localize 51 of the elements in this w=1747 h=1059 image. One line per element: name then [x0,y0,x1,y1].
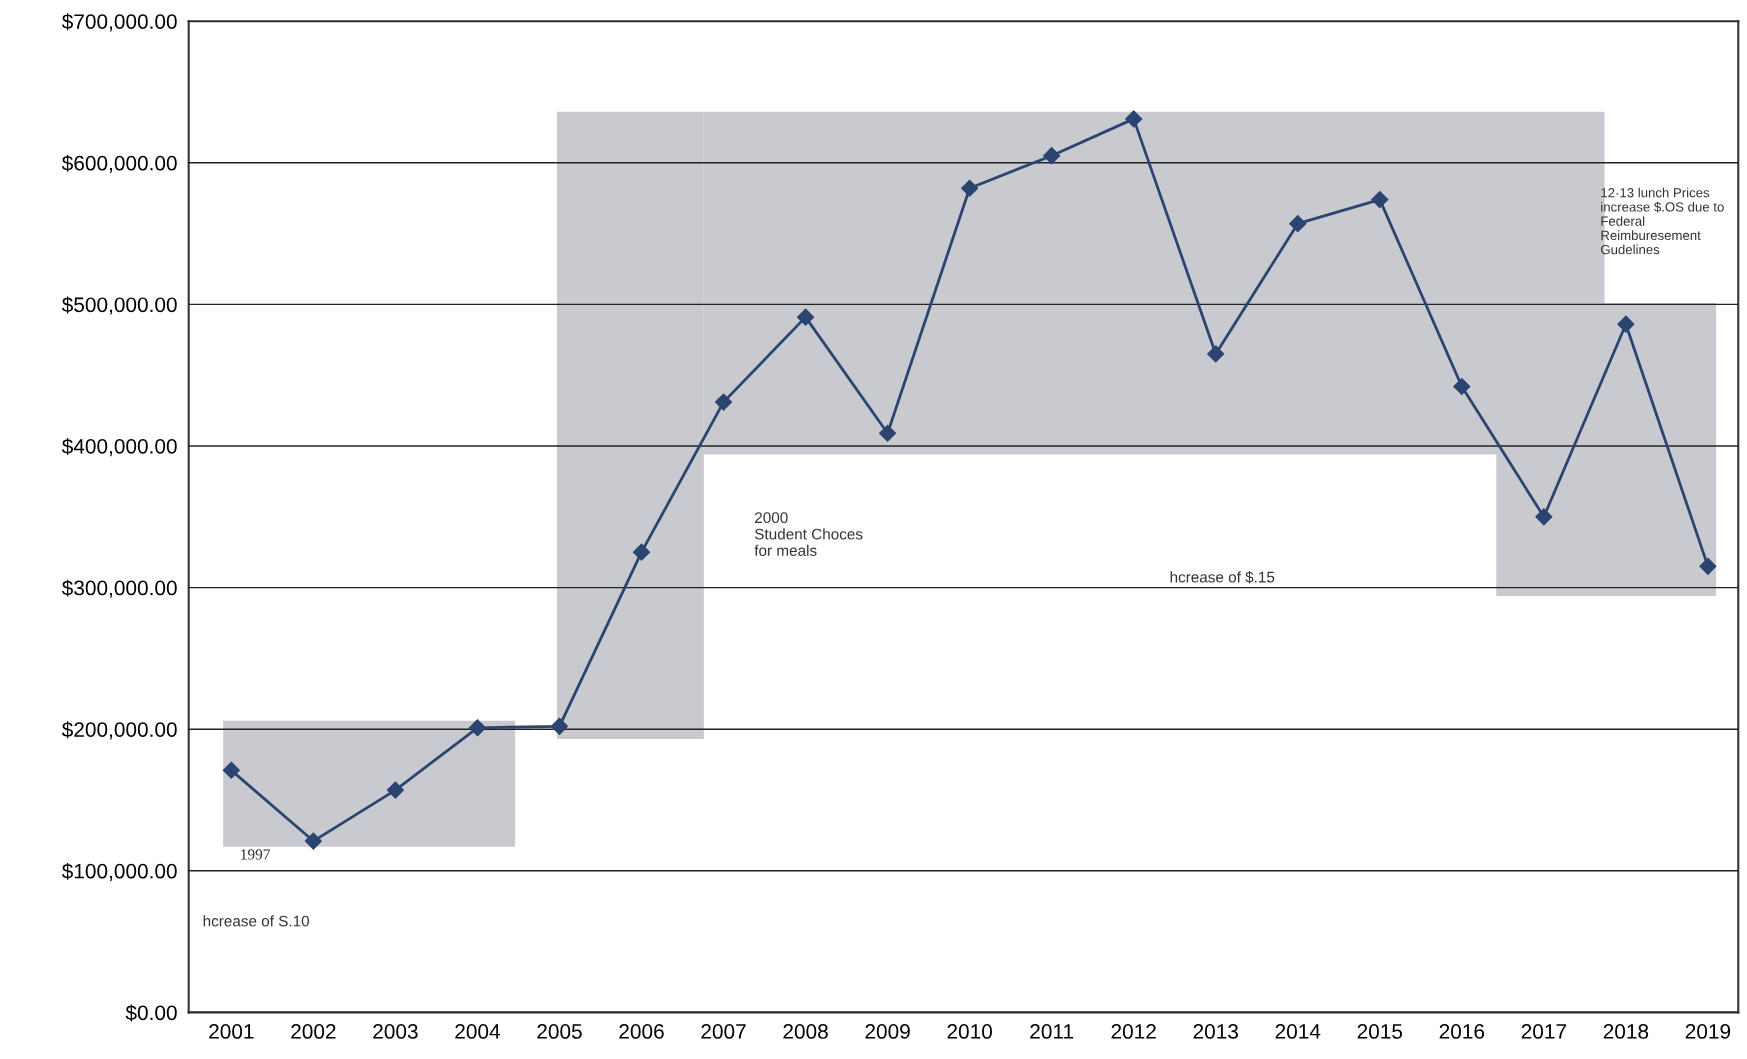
point [1125,110,1143,128]
x-tick-label: 2010 [947,1024,992,1039]
point [304,832,322,850]
point [1043,147,1061,165]
annotation: hcrease of S.10 [203,915,310,927]
annotation: hcrease of $.15 [1170,571,1275,584]
y-tick-label: $700,000.00 [61,13,177,32]
x-tick-label: 2006 [619,1024,664,1039]
point [961,179,979,197]
point [1453,377,1471,396]
point [797,308,815,326]
y-tick-label: $400,000.00 [61,438,177,457]
x-tick-label: 2011 [1030,1024,1074,1039]
point [1699,557,1717,575]
x-tick-label: 2009 [865,1024,910,1039]
annotation: 12·13 lunch Prices increase $.OS due to Federal Reimburesement Gudelines [1601,187,1724,255]
point [468,719,486,737]
y-tick-label: $500,000.00 [61,296,177,315]
x-tick-label: 2003 [373,1024,418,1039]
y-tick-label: $600,000.00 [61,154,177,173]
y-tick-label: $300,000.00 [61,579,177,598]
x-tick-label: 2001 [209,1024,254,1039]
x-tick-label: 2008 [783,1024,828,1039]
x-tick-label: 2015 [1357,1024,1403,1039]
point [1371,191,1389,209]
point [879,424,897,442]
point [632,543,651,561]
annotation: 2000 Student Choces for meals [754,512,863,556]
x-tick-label: 2004 [455,1024,500,1039]
y-tick-label: $0.00 [125,1004,177,1022]
x-tick-label: 2007 [701,1024,746,1039]
x-tick-label: 2019 [1685,1024,1731,1039]
x-tick-label: 2016 [1439,1024,1485,1039]
point [550,717,569,735]
point [1535,508,1553,526]
y-tick-label: $200,000.00 [61,721,177,740]
x-tick-label: 2012 [1111,1024,1156,1039]
x-tick-label: 2013 [1193,1024,1238,1039]
x-tick-label: 2017 [1521,1024,1566,1039]
point [222,761,240,779]
point [1289,215,1307,233]
x-tick-label: 2005 [537,1024,582,1039]
point [1617,315,1635,333]
x-tick-label: 2014 [1275,1024,1321,1039]
point [386,781,404,799]
y-tick-label: $100,000.00 [61,862,177,882]
x-tick-label: 2002 [291,1024,336,1039]
annotation: 1997 [241,849,270,860]
x-tick-label: 2018 [1603,1024,1649,1039]
point [714,393,733,411]
point [1207,345,1225,363]
